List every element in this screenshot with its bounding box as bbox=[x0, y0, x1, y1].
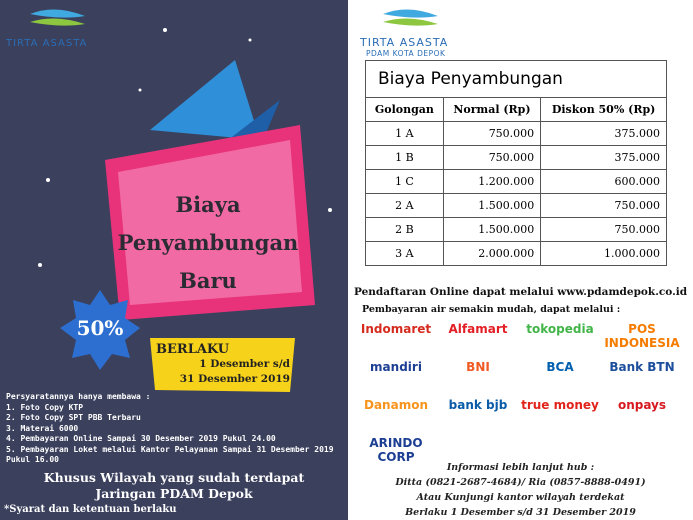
validity-line: 1 Desember s/d bbox=[199, 358, 290, 370]
table-cell: 1.500.000 bbox=[442, 217, 542, 242]
payment-logo: BNI bbox=[466, 360, 490, 374]
brand: TIRTA ASASTA bbox=[360, 36, 449, 49]
table-row: 3 A 2.000.000 1.000.000 bbox=[365, 241, 667, 266]
header-row: Golongan Normal (Rp) Diskon 50% (Rp) bbox=[365, 97, 667, 122]
note: *Syarat dan ketentuan berlaku bbox=[4, 504, 177, 515]
header-cell: Diskon 50% (Rp) bbox=[540, 97, 667, 122]
header-cell: Normal (Rp) bbox=[442, 97, 542, 122]
table-cell: 375.000 bbox=[540, 145, 667, 170]
brand: TIRTA ASASTA bbox=[6, 38, 88, 49]
table-cell: 2.000.000 bbox=[442, 241, 542, 266]
payment-logo: onpays bbox=[617, 398, 667, 412]
requirement-item: 5. Pembayaran Loket melalui Kantor Pelay… bbox=[6, 444, 334, 465]
payment-heading: Pembayaran air semakin mudah, dapat mela… bbox=[362, 304, 621, 315]
table-cell: 750.000 bbox=[442, 145, 542, 170]
table-row: 1 A 750.000 375.000 bbox=[365, 121, 667, 146]
logo-wave bbox=[30, 18, 85, 26]
decoration bbox=[30, 9, 332, 392]
table-cell: 375.000 bbox=[540, 121, 667, 146]
banner-title: Baru bbox=[179, 268, 237, 293]
table-cell: 1.000.000 bbox=[540, 241, 667, 266]
info-line: Berlaku 1 Desember s/d 31 Desember 2019 bbox=[405, 507, 636, 518]
info-line: Atau Kunjungi kantor wilayah terdekat bbox=[416, 492, 625, 503]
left-panel: TIRTA ASASTA Biaya Penyambungan Baru 50%… bbox=[0, 0, 348, 520]
table-row: 1 C 1.200.000 600.000 bbox=[365, 169, 667, 194]
stars bbox=[38, 28, 332, 267]
requirement-item: 2. Foto Copy SPT PBB Terbaru bbox=[6, 413, 141, 422]
subbrand: PDAM KOTA DEPOK bbox=[366, 49, 446, 58]
table-cell: 600.000 bbox=[540, 169, 667, 194]
payment-logo: Indomaret bbox=[360, 322, 432, 336]
right-panel: TIRTA ASASTA PDAM KOTA DEPOK Biaya Penya… bbox=[348, 0, 693, 520]
table-row: 2 A 1.500.000 750.000 bbox=[365, 193, 667, 218]
table-cell: 2 B bbox=[365, 217, 444, 242]
table-cell: 1 B bbox=[365, 145, 444, 170]
banner-inner bbox=[118, 140, 302, 305]
table-row: 1 B 750.000 375.000 bbox=[365, 145, 667, 170]
requirement-item: 4. Pembayaran Online Sampai 30 Desember … bbox=[6, 434, 276, 443]
table-cell: 2 A bbox=[365, 193, 444, 218]
table-cell: 1 C bbox=[365, 169, 444, 194]
discount: 50% bbox=[76, 316, 124, 340]
footer-line: Khusus Wilayah yang sudah terdapat bbox=[43, 470, 305, 485]
table-body: 1 A 750.000 375.000 1 B 750.000 375.000 1 C 1.2… bbox=[365, 121, 667, 266]
payment-logo: Bank BTN bbox=[609, 360, 675, 374]
table-cell: 750.000 bbox=[442, 121, 542, 146]
requirements: Persyaratannya hanya membawa : 1. Foto C… bbox=[6, 392, 346, 466]
info-line: Informasi lebih lanjut hub : bbox=[446, 462, 595, 473]
validity-label: BERLAKU bbox=[156, 342, 230, 357]
payment-logo: bank bjb bbox=[448, 398, 508, 412]
online-text: Pendaftaran Online dapat melalui www.pda… bbox=[354, 286, 688, 298]
table-cell: 1 A bbox=[365, 121, 444, 146]
logo-wave bbox=[383, 18, 438, 26]
payment-logo: Danamon bbox=[364, 398, 428, 412]
info-line: Ditta (0821-2687-4684)/ Ria (0857-8888-0… bbox=[395, 477, 646, 488]
logo-wave bbox=[30, 9, 85, 18]
table-cell: 1.500.000 bbox=[442, 193, 542, 218]
payment-logo: Alfamart bbox=[448, 322, 508, 336]
payment-logo: ARINDO CORP bbox=[369, 436, 423, 464]
header-cell: Golongan bbox=[365, 97, 444, 122]
table-title: Biaya Penyambungan bbox=[365, 60, 667, 98]
triangle bbox=[150, 60, 260, 140]
payment-logo: tokopedia bbox=[526, 322, 594, 336]
validity-box bbox=[150, 338, 295, 392]
payment-logo: BCA bbox=[546, 360, 574, 374]
discount-badge bbox=[60, 290, 140, 370]
table-cell: 750.000 bbox=[540, 217, 667, 242]
price-table: Biaya Penyambungan Golongan Normal (Rp) Di… bbox=[365, 60, 667, 266]
banner-title: Penyambungan bbox=[117, 230, 299, 255]
requirements-heading: Persyaratannya hanya membawa : bbox=[6, 392, 151, 401]
banner-title: Biaya bbox=[175, 192, 241, 217]
logo bbox=[383, 9, 438, 26]
payment-logo: POS INDONESIA bbox=[604, 322, 680, 350]
table-cell: 3 A bbox=[365, 241, 444, 266]
logo-wave bbox=[383, 9, 438, 18]
table-cell: 1.200.000 bbox=[442, 169, 542, 194]
table-row: 2 B 1.500.000 750.000 bbox=[365, 217, 667, 242]
requirement-item: 3. Materai 6000 bbox=[6, 423, 79, 433]
footer-line: Jaringan PDAM Depok bbox=[95, 486, 253, 501]
payment-logo: true money bbox=[521, 398, 599, 412]
requirement-item: 1. Foto Copy KTP bbox=[6, 402, 84, 412]
validity-line: 31 Desember 2019 bbox=[179, 373, 290, 385]
payment-logo: mandiri bbox=[370, 360, 422, 374]
table-cell: 750.000 bbox=[540, 193, 667, 218]
